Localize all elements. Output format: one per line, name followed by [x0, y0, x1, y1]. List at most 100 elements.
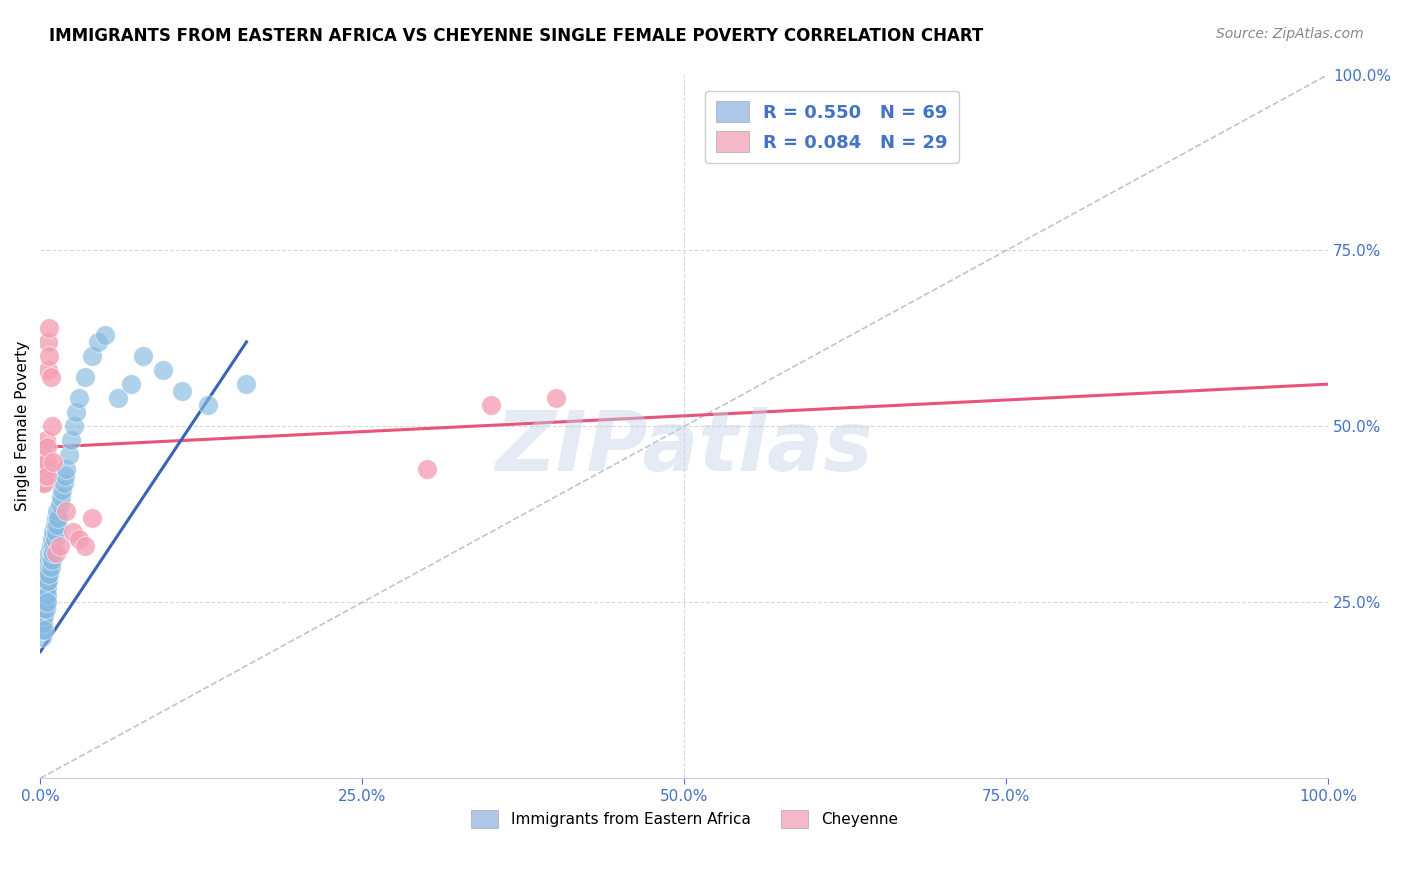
Point [41, 546, 63, 560]
Point [416, 461, 439, 475]
Text: IMMIGRANTS FROM EASTERN AFRICA VS CHEYENNE SINGLE FEMALE POVERTY CORRELATION CHA: IMMIGRANTS FROM EASTERN AFRICA VS CHEYEN… [49, 27, 983, 45]
Point [67, 391, 90, 405]
Point [38, 546, 60, 560]
Point [32, 595, 55, 609]
Point [32, 602, 55, 616]
Point [80, 511, 103, 525]
Point [49, 490, 72, 504]
Point [39, 553, 62, 567]
Point [62, 524, 84, 539]
Point [197, 398, 219, 412]
Point [479, 398, 502, 412]
Point [38, 560, 60, 574]
Point [35, 574, 58, 589]
Point [37, 567, 59, 582]
Point [75, 370, 97, 384]
Point [42, 454, 65, 468]
Point [32, 595, 55, 609]
Point [32, 588, 55, 602]
Point [75, 539, 97, 553]
Y-axis label: Single Female Poverty: Single Female Poverty [15, 342, 30, 511]
Point [45, 511, 67, 525]
Point [32, 461, 55, 475]
Point [35, 560, 58, 574]
Point [170, 384, 193, 399]
Point [107, 391, 129, 405]
Point [37, 334, 59, 349]
Point [34, 602, 56, 616]
Point [48, 539, 70, 553]
Legend: Immigrants from Eastern Africa, Cheyenne: Immigrants from Eastern Africa, Cheyenne [465, 804, 904, 834]
Point [42, 539, 65, 553]
Point [46, 504, 69, 518]
Point [152, 363, 174, 377]
Point [120, 377, 142, 392]
Point [39, 539, 62, 553]
Point [38, 321, 60, 335]
Point [41, 419, 63, 434]
Point [35, 581, 58, 595]
Point [32, 441, 55, 455]
Point [58, 448, 80, 462]
Point [60, 434, 83, 448]
Point [45, 524, 67, 539]
Point [32, 624, 55, 638]
Point [32, 609, 55, 624]
Point [31, 631, 53, 645]
Point [55, 504, 77, 518]
Point [32, 609, 55, 624]
Point [67, 532, 90, 546]
Point [31, 475, 53, 490]
Point [35, 441, 58, 455]
Point [42, 524, 65, 539]
Point [34, 461, 56, 475]
Point [32, 468, 55, 483]
Point [39, 560, 62, 574]
Point [35, 454, 58, 468]
Point [32, 581, 55, 595]
Point [34, 588, 56, 602]
Point [38, 553, 60, 567]
Point [80, 349, 103, 363]
Point [65, 405, 87, 419]
Point [34, 581, 56, 595]
Point [44, 532, 66, 546]
Point [41, 553, 63, 567]
Text: Source: ZipAtlas.com: Source: ZipAtlas.com [1216, 27, 1364, 41]
Point [55, 461, 77, 475]
Point [87, 334, 110, 349]
Point [34, 434, 56, 448]
Point [35, 468, 58, 483]
Point [32, 616, 55, 631]
Point [31, 624, 53, 638]
Point [544, 391, 567, 405]
Point [46, 517, 69, 532]
Point [31, 616, 53, 631]
Point [52, 475, 75, 490]
Point [37, 363, 59, 377]
Point [34, 574, 56, 589]
Point [41, 532, 63, 546]
Point [32, 475, 55, 490]
Point [51, 483, 73, 497]
Point [38, 567, 60, 582]
Point [63, 419, 86, 434]
Point [45, 546, 67, 560]
Point [48, 497, 70, 511]
Point [37, 553, 59, 567]
Point [39, 370, 62, 384]
Point [94, 327, 117, 342]
Point [31, 454, 53, 468]
Point [48, 511, 70, 525]
Point [132, 349, 155, 363]
Point [35, 567, 58, 582]
Point [42, 546, 65, 560]
Point [44, 517, 66, 532]
Point [37, 574, 59, 589]
Point [53, 468, 76, 483]
Point [35, 595, 58, 609]
Point [32, 448, 55, 462]
Point [35, 588, 58, 602]
Point [34, 595, 56, 609]
Point [235, 377, 257, 392]
